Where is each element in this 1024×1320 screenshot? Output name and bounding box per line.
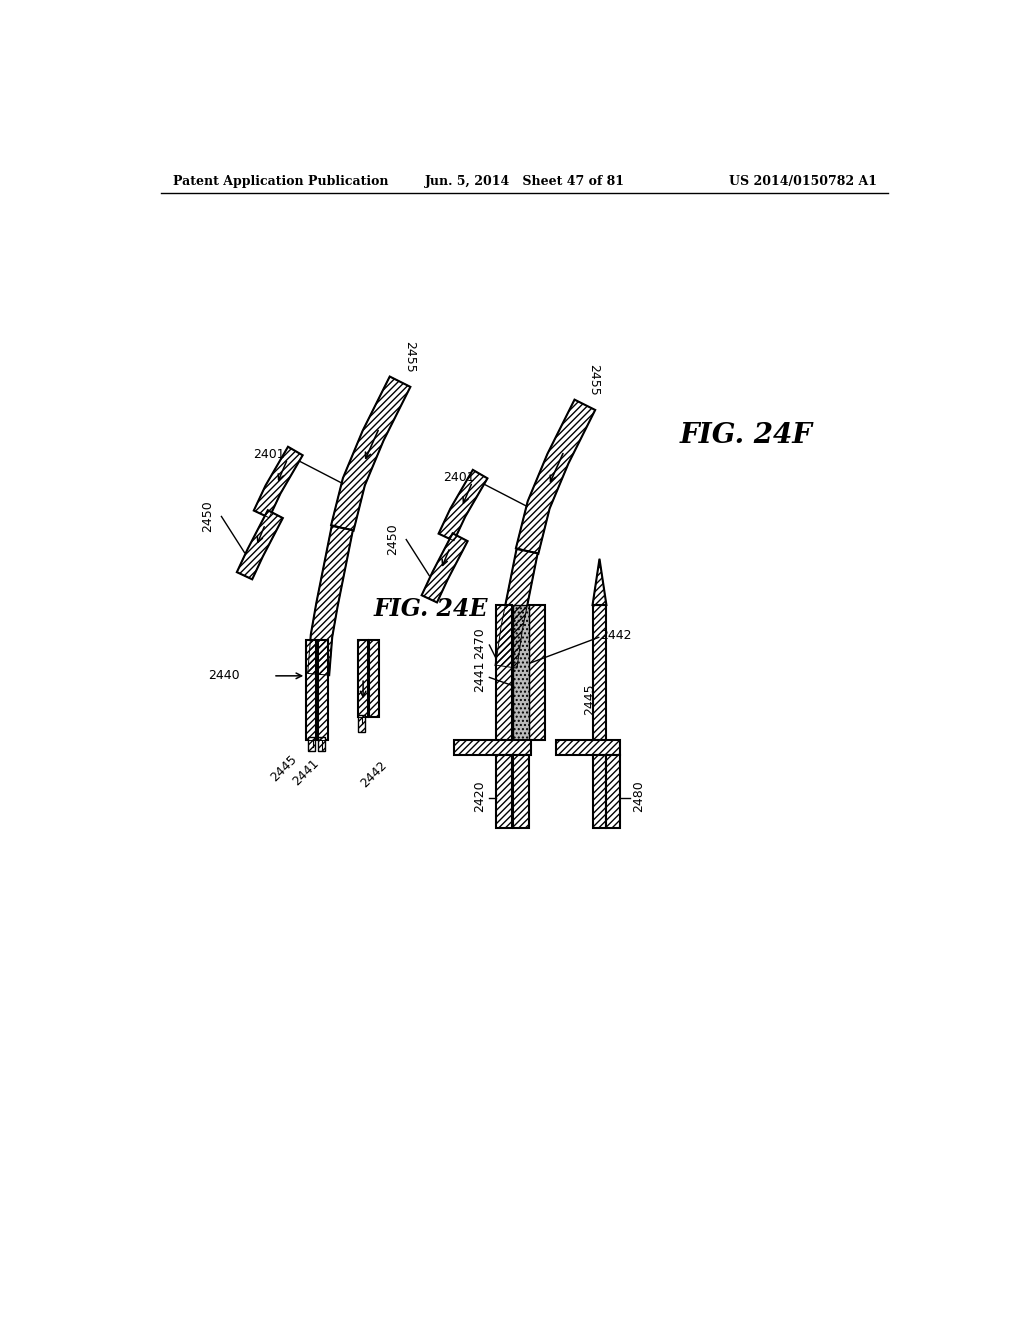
Text: 2480: 2480	[633, 780, 645, 812]
Bar	[357, 640, 368, 717]
Bar	[529, 605, 545, 739]
Polygon shape	[331, 376, 411, 531]
Text: 2455: 2455	[402, 341, 416, 372]
Bar	[357, 715, 366, 733]
Text: 2401: 2401	[253, 449, 285, 462]
Polygon shape	[422, 533, 468, 602]
Bar	[556, 739, 620, 755]
Bar	[317, 738, 326, 751]
Text: 2442: 2442	[600, 630, 632, 643]
Bar	[454, 739, 531, 755]
Polygon shape	[496, 549, 538, 668]
Bar	[357, 715, 366, 733]
Text: 2441: 2441	[473, 660, 486, 692]
Bar	[606, 755, 620, 829]
Text: FIG. 24E: FIG. 24E	[374, 597, 488, 620]
Polygon shape	[516, 400, 595, 554]
Bar	[357, 640, 368, 717]
Text: 2470: 2470	[473, 627, 486, 660]
Text: 2442: 2442	[357, 759, 389, 791]
Bar	[454, 739, 531, 755]
Text: Patent Application Publication: Patent Application Publication	[173, 176, 388, 187]
Text: 2445: 2445	[268, 752, 300, 784]
Bar	[513, 605, 528, 739]
Bar	[370, 640, 379, 717]
Text: 2450: 2450	[201, 500, 214, 532]
Polygon shape	[438, 470, 487, 541]
Text: 2441: 2441	[290, 756, 322, 788]
Bar	[306, 640, 316, 739]
Bar	[307, 738, 315, 751]
Bar	[317, 640, 328, 739]
Bar	[513, 755, 528, 829]
Bar	[497, 755, 512, 829]
Text: 2420: 2420	[473, 780, 486, 812]
Bar	[497, 605, 512, 739]
Bar	[529, 605, 545, 739]
Bar	[606, 755, 620, 829]
Bar	[317, 640, 328, 739]
Polygon shape	[254, 446, 303, 517]
Text: FIG. 24F: FIG. 24F	[680, 422, 813, 449]
Text: 2450: 2450	[386, 524, 399, 556]
Text: 2440: 2440	[208, 669, 240, 682]
Text: 2445: 2445	[584, 684, 596, 714]
Bar	[317, 738, 326, 751]
Bar	[306, 640, 316, 739]
Bar	[497, 605, 512, 739]
Polygon shape	[593, 558, 606, 605]
Text: US 2014/0150782 A1: US 2014/0150782 A1	[729, 176, 878, 187]
Polygon shape	[307, 525, 353, 675]
Bar	[370, 640, 379, 717]
Text: Jun. 5, 2014   Sheet 47 of 81: Jun. 5, 2014 Sheet 47 of 81	[425, 176, 625, 187]
Text: 2455: 2455	[588, 364, 601, 396]
Polygon shape	[237, 511, 283, 579]
Bar	[513, 605, 528, 739]
Bar	[497, 755, 512, 829]
Bar	[593, 605, 606, 739]
Bar	[593, 605, 606, 739]
Bar	[556, 739, 620, 755]
Bar	[513, 755, 528, 829]
Bar	[593, 755, 606, 829]
Bar	[593, 755, 606, 829]
Bar	[307, 738, 315, 751]
Text: 2401: 2401	[443, 471, 475, 484]
